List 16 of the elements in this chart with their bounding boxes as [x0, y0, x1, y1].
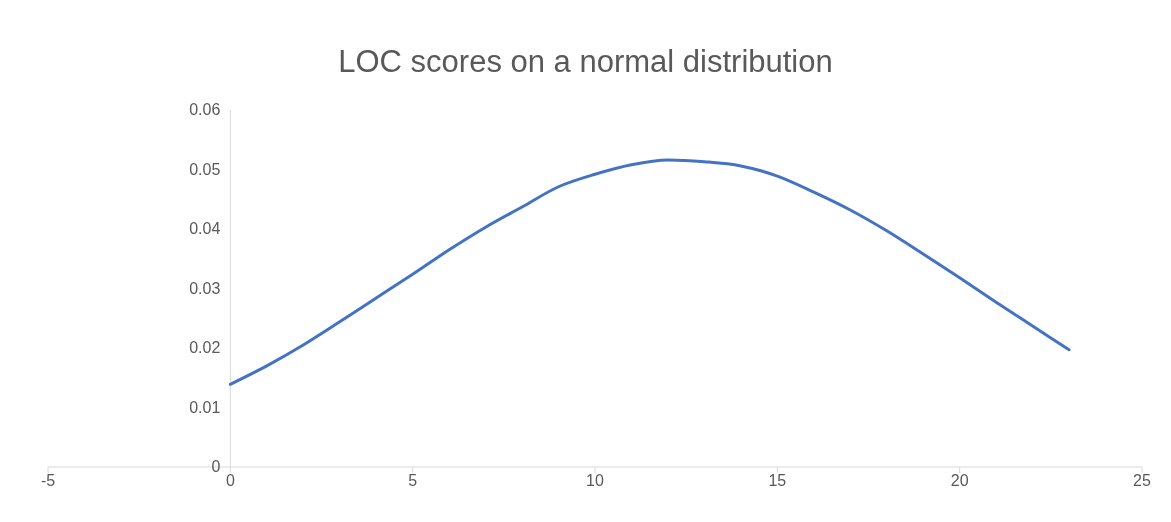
- x-tick-label: 25: [1133, 472, 1151, 490]
- chart-title: LOC scores on a normal distribution: [337, 44, 834, 80]
- x-tick-label: 5: [408, 472, 418, 490]
- y-tick-label: 0.05: [189, 160, 221, 178]
- x-tick-label: -5: [40, 472, 56, 490]
- x-tick-label: 15: [768, 472, 787, 490]
- y-tick-label: 0.04: [189, 220, 221, 237]
- x-tick-label: 0: [225, 472, 235, 490]
- line-series: [228, 158, 1071, 386]
- y-tick-label: 0.01: [189, 398, 221, 416]
- x-tick-label: 10: [586, 472, 604, 490]
- y-tick-label: 0.03: [189, 279, 221, 297]
- y-tick-label: 0.06: [189, 101, 221, 118]
- y-tick-label: 0.02: [189, 339, 221, 356]
- y-tick-label: 0: [211, 458, 221, 475]
- x-tick-label: 20: [950, 472, 969, 490]
